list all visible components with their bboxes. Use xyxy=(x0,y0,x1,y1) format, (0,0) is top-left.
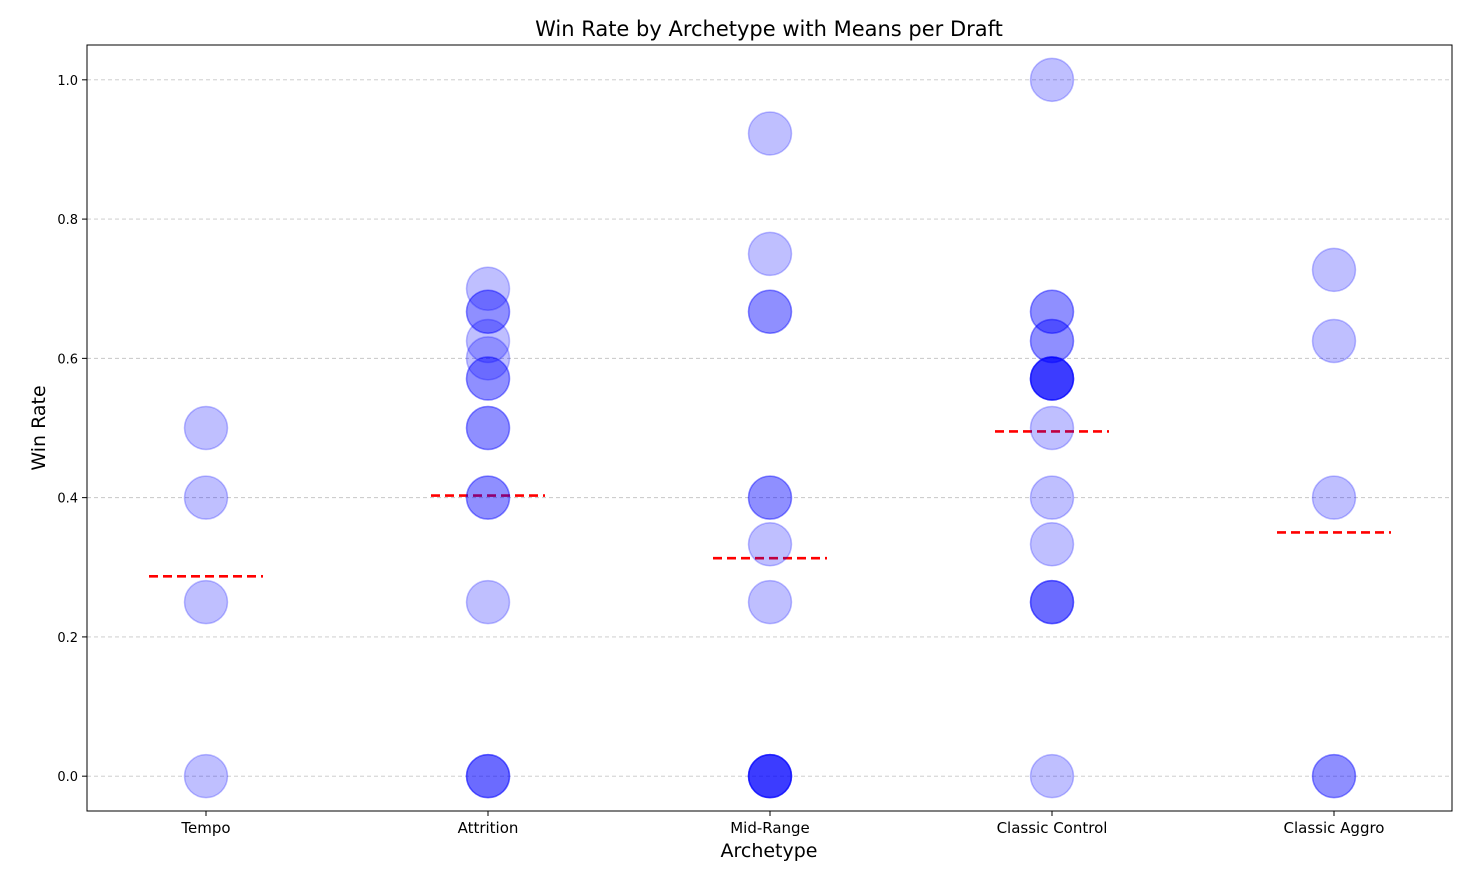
y-tick-label: 0.2 xyxy=(57,631,78,646)
chart-title: Win Rate by Archetype with Means per Dra… xyxy=(535,17,1003,41)
data-point xyxy=(1029,318,1075,364)
data-point xyxy=(747,753,793,799)
data-point xyxy=(1029,579,1075,625)
data-point xyxy=(1311,475,1357,520)
data-points xyxy=(183,57,1357,799)
data-point xyxy=(1029,57,1075,103)
data-point xyxy=(747,753,793,799)
data-point xyxy=(1311,753,1357,799)
data-point xyxy=(1029,475,1075,520)
data-point xyxy=(747,579,793,625)
y-axis-label: Win Rate xyxy=(28,385,50,470)
data-point xyxy=(747,111,793,156)
data-point xyxy=(465,405,511,451)
y-tick-label: 0.0 xyxy=(57,770,78,785)
data-point xyxy=(747,475,793,520)
data-point xyxy=(465,753,511,799)
data-point xyxy=(465,579,511,625)
data-point xyxy=(465,289,511,334)
data-point xyxy=(465,475,511,520)
y-tick-label: 1.0 xyxy=(57,74,78,89)
data-point xyxy=(1029,356,1075,401)
data-point xyxy=(465,336,511,381)
x-tick-label: Attrition xyxy=(458,819,519,837)
data-point xyxy=(747,475,793,520)
data-point xyxy=(747,289,793,334)
data-point xyxy=(465,753,511,799)
data-point xyxy=(1029,579,1075,625)
data-point xyxy=(1029,289,1075,334)
data-point xyxy=(1029,289,1075,334)
plot-frame xyxy=(86,44,1453,812)
data-point xyxy=(465,475,511,520)
data-point xyxy=(1029,356,1075,401)
y-tick-label: 0.4 xyxy=(57,492,78,507)
data-point xyxy=(465,266,511,311)
data-point xyxy=(465,405,511,451)
data-point xyxy=(747,231,793,277)
x-tick-label: Classic Control xyxy=(997,819,1108,837)
data-point xyxy=(465,356,511,401)
data-point xyxy=(183,405,229,451)
data-point xyxy=(465,289,511,334)
y-axis-ticks: 0.0 0.2 0.4 0.6 0.8 1.0 xyxy=(57,74,87,785)
data-point xyxy=(1311,318,1357,364)
data-point xyxy=(465,753,511,799)
data-point xyxy=(1029,522,1075,567)
data-point xyxy=(1029,318,1075,364)
data-point xyxy=(1029,579,1075,625)
data-point xyxy=(1029,356,1075,401)
x-tick-label: Mid-Range xyxy=(730,819,810,837)
mean-lines xyxy=(149,430,1391,578)
data-point xyxy=(1311,247,1357,293)
data-point xyxy=(183,579,229,625)
data-point xyxy=(1311,753,1357,799)
data-point xyxy=(747,753,793,799)
data-point xyxy=(183,753,229,799)
data-point xyxy=(747,753,793,799)
data-point xyxy=(747,753,793,799)
x-axis-ticks: Tempo Attrition Mid-Range Classic Control Cl… xyxy=(180,811,1384,837)
data-point xyxy=(183,475,229,520)
x-axis-label: Archetype xyxy=(720,840,817,862)
data-point xyxy=(1029,753,1075,799)
data-point xyxy=(1029,356,1075,401)
data-point xyxy=(465,356,511,401)
data-point xyxy=(1029,405,1075,451)
y-tick-label: 0.6 xyxy=(57,352,78,367)
data-point xyxy=(747,289,793,334)
x-tick-label: Classic Aggro xyxy=(1284,819,1385,837)
data-point xyxy=(465,318,511,364)
y-tick-label: 0.8 xyxy=(57,213,78,228)
x-tick-label: Tempo xyxy=(180,819,230,837)
data-point xyxy=(1029,356,1075,401)
data-point xyxy=(747,522,793,567)
gridlines xyxy=(87,79,1452,777)
